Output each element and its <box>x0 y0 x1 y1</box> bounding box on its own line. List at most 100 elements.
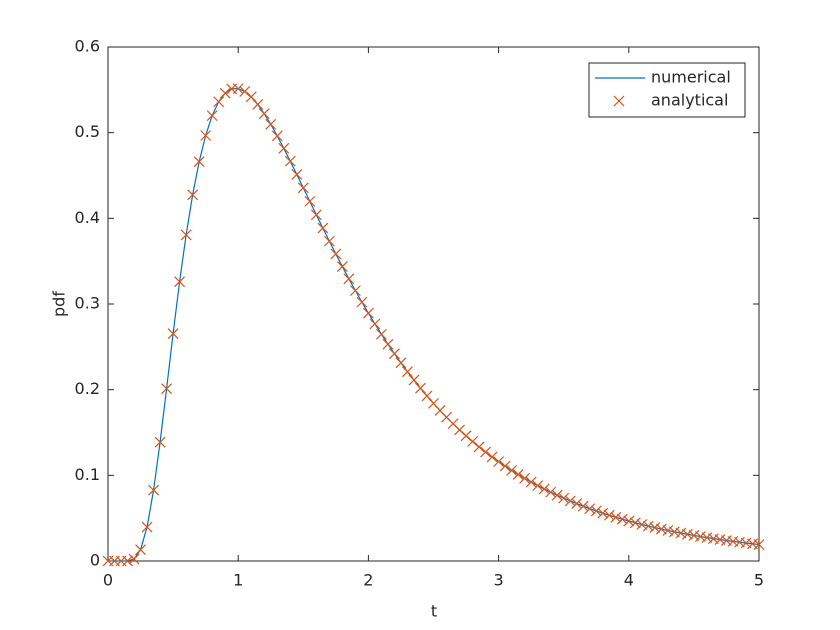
data-marker <box>382 338 394 350</box>
data-marker <box>694 531 706 543</box>
data-marker <box>499 460 511 472</box>
data-marker <box>571 498 583 510</box>
data-marker <box>551 489 563 501</box>
data-marker <box>545 486 557 498</box>
data-marker <box>265 118 277 130</box>
data-marker <box>252 98 264 110</box>
y-axis-label: pdf <box>50 291 69 317</box>
data-marker <box>675 527 687 539</box>
data-marker <box>245 91 257 103</box>
data-marker <box>408 374 420 386</box>
data-marker <box>590 505 602 517</box>
data-marker <box>323 235 335 247</box>
data-marker <box>525 476 537 488</box>
data-marker <box>538 483 550 495</box>
data-marker <box>649 522 661 534</box>
data-marker <box>629 517 641 529</box>
data-marker <box>486 451 498 463</box>
data-marker <box>636 519 648 530</box>
x-tick-label: 1 <box>233 571 243 590</box>
data-marker <box>519 472 531 484</box>
data-marker <box>662 525 674 536</box>
data-marker <box>584 503 596 515</box>
y-tick-label: 0.4 <box>75 208 100 227</box>
data-marker <box>421 390 433 402</box>
data-marker <box>603 509 615 521</box>
data-marker <box>558 492 570 504</box>
data-marker <box>616 513 628 525</box>
data-marker <box>655 523 667 535</box>
legend-label: analytical <box>651 91 728 110</box>
legend-marker <box>613 95 625 107</box>
data-marker <box>180 229 192 241</box>
data-marker <box>460 430 472 442</box>
data-marker <box>623 515 635 527</box>
data-marker <box>167 328 179 340</box>
data-marker <box>402 366 413 378</box>
data-marker <box>564 495 576 507</box>
data-marker <box>271 130 283 142</box>
data-marker <box>597 507 609 519</box>
x-tick-label: 0 <box>103 571 113 590</box>
y-tick-label: 0.1 <box>75 465 100 484</box>
data-marker <box>206 110 218 122</box>
data-marker <box>200 130 212 141</box>
legend-label: numerical <box>651 68 731 87</box>
data-marker <box>135 544 146 556</box>
x-tick-label: 2 <box>363 571 373 590</box>
data-marker <box>512 468 524 480</box>
data-marker <box>128 553 140 565</box>
y-tick-label: 0.3 <box>75 294 100 313</box>
plot-box <box>107 46 760 562</box>
data-marker <box>284 155 296 167</box>
data-marker <box>369 318 381 330</box>
y-tick-label: 0.2 <box>75 379 100 398</box>
data-marker <box>681 528 693 540</box>
data-marker <box>375 328 387 340</box>
data-marker <box>480 446 492 458</box>
data-marker <box>174 276 186 288</box>
data-marker <box>532 480 544 492</box>
data-marker <box>362 307 374 319</box>
data-marker <box>336 261 348 272</box>
data-marker <box>141 521 153 533</box>
data-marker <box>415 382 426 394</box>
data-marker <box>356 296 368 308</box>
data-marker <box>349 285 361 297</box>
x-tick-label: 5 <box>754 571 764 590</box>
data-marker <box>291 169 303 180</box>
x-tick-label: 3 <box>494 571 504 590</box>
data-marker <box>701 532 713 544</box>
data-marker <box>467 436 478 447</box>
data-marker <box>310 209 322 221</box>
data-marker <box>317 222 329 234</box>
data-marker <box>688 530 700 541</box>
data-marker <box>148 484 159 496</box>
data-marker <box>473 441 485 453</box>
data-marker <box>213 96 225 108</box>
y-tick-label: 0.6 <box>75 37 100 56</box>
data-marker <box>753 539 765 550</box>
x-tick-label: 4 <box>624 571 634 590</box>
data-marker <box>506 464 518 476</box>
data-marker <box>668 526 680 538</box>
data-marker <box>187 189 199 201</box>
data-marker <box>610 511 622 523</box>
data-marker <box>389 348 400 360</box>
data-marker <box>343 273 355 285</box>
data-marker <box>278 142 290 154</box>
y-tick-label: 0.5 <box>75 122 100 141</box>
data-marker <box>232 83 244 95</box>
data-marker <box>122 555 133 567</box>
data-marker <box>577 500 589 512</box>
data-marker <box>297 182 309 194</box>
data-marker <box>330 248 342 260</box>
data-marker <box>258 108 270 120</box>
x-axis-label: t <box>431 602 437 621</box>
data-marker <box>239 86 251 97</box>
data-marker <box>642 520 654 532</box>
data-marker <box>219 87 231 99</box>
legend-box <box>588 62 746 118</box>
